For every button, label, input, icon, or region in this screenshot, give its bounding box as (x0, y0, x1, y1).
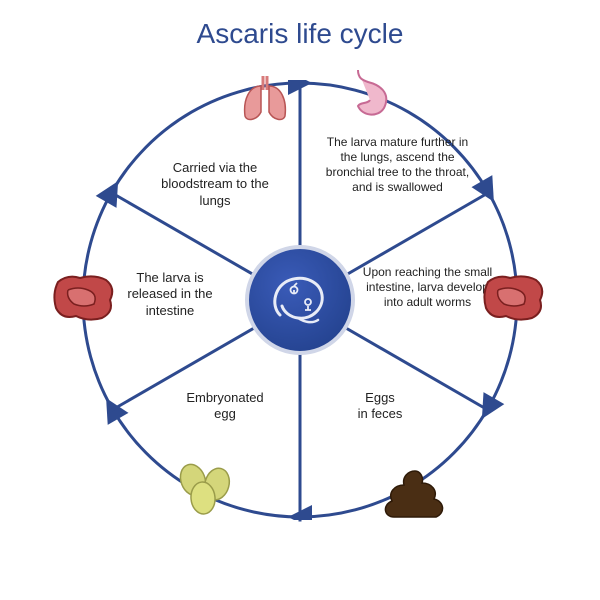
center-disc (245, 245, 355, 355)
worm-icon (260, 260, 340, 340)
segment-label: Carried via the bloodstream to the lungs (155, 160, 275, 209)
segment-label: Upon reaching the small intestine, larva… (360, 265, 495, 310)
segment-label: The larva is released in the intestine (110, 270, 230, 319)
eggs-icon (175, 460, 240, 515)
segment-label: Embryonated egg (170, 390, 280, 423)
segment-label: Eggs in feces (330, 390, 430, 423)
intestine-icon (480, 270, 550, 325)
lungs-icon (235, 68, 295, 128)
stomach-icon (340, 62, 400, 122)
page-title: Ascaris life cycle (197, 18, 404, 50)
cycle-diagram: Carried via the bloodstream to the lungs… (80, 80, 520, 520)
feces-icon (380, 465, 450, 525)
intestine-icon (50, 270, 120, 325)
segment-label: The larva mature further in the lungs, a… (325, 135, 470, 195)
